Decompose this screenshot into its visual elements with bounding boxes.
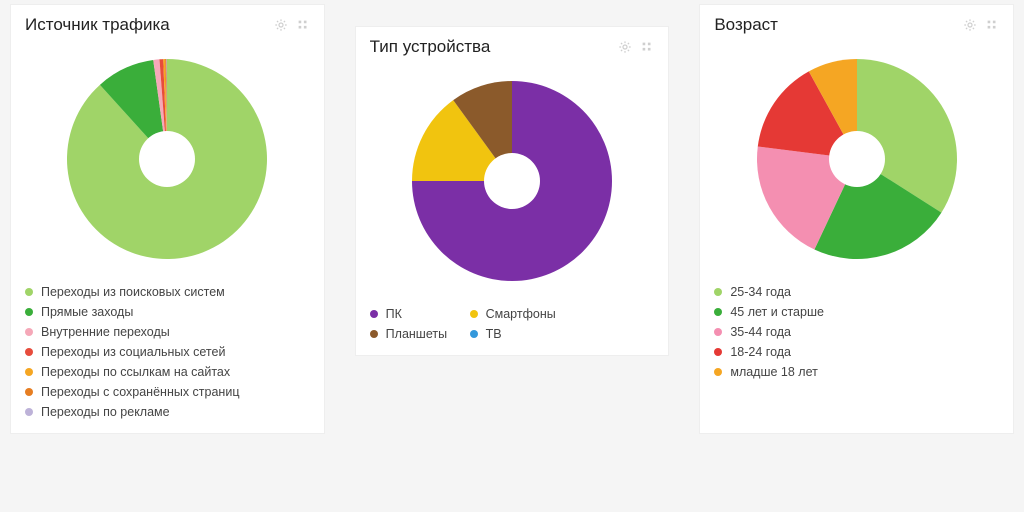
legend-swatch bbox=[370, 330, 378, 338]
donut-chart-age bbox=[714, 43, 999, 281]
legend-device: ПК Смартфоны Планшеты ТВ bbox=[370, 303, 655, 341]
legend-traffic: Переходы из поисковых систем Прямые заход… bbox=[25, 281, 310, 419]
card-header: Возраст bbox=[714, 15, 999, 35]
legend-label: Переходы с сохранённых страниц bbox=[41, 385, 239, 399]
gear-icon[interactable] bbox=[618, 40, 632, 54]
legend-swatch bbox=[25, 368, 33, 376]
legend-item[interactable]: Переходы из социальных сетей bbox=[25, 345, 310, 359]
card-title: Источник трафика bbox=[25, 15, 170, 35]
donut-chart-device bbox=[370, 65, 655, 303]
legend-item[interactable]: Переходы по ссылкам на сайтах bbox=[25, 365, 310, 379]
legend-label: Переходы из социальных сетей bbox=[41, 345, 225, 359]
legend-item[interactable]: 18-24 года bbox=[714, 345, 856, 359]
legend-swatch bbox=[25, 348, 33, 356]
donut-chart-traffic bbox=[25, 43, 310, 281]
legend-swatch bbox=[714, 328, 722, 336]
legend-swatch bbox=[370, 310, 378, 318]
legend-age: 25-34 года 45 лет и старше 35-44 года 18-24… bbox=[714, 281, 999, 379]
card-header: Тип устройства bbox=[370, 37, 655, 57]
drag-handle-icon[interactable] bbox=[985, 18, 999, 32]
legend-item[interactable]: ТВ bbox=[470, 327, 564, 341]
donut-hole bbox=[484, 153, 540, 209]
card-age: Возраст 25-34 года 45 лет и старше 35-44 г… bbox=[699, 4, 1014, 434]
drag-handle-icon[interactable] bbox=[296, 18, 310, 32]
legend-swatch bbox=[714, 368, 722, 376]
donut-hole bbox=[829, 131, 885, 187]
legend-swatch bbox=[25, 388, 33, 396]
legend-label: Внутренние переходы bbox=[41, 325, 170, 339]
card-controls bbox=[963, 18, 999, 32]
legend-label: 45 лет и старше bbox=[730, 305, 824, 319]
card-device-type: Тип устройства ПК Смартфоны Планшеты ТВ bbox=[355, 26, 670, 356]
legend-label: 35-44 года bbox=[730, 325, 791, 339]
legend-label: Прямые заходы bbox=[41, 305, 133, 319]
legend-item[interactable]: 35-44 года bbox=[714, 325, 856, 339]
card-title: Возраст bbox=[714, 15, 778, 35]
legend-swatch bbox=[25, 328, 33, 336]
legend-item[interactable]: Переходы из поисковых систем bbox=[25, 285, 310, 299]
legend-item[interactable]: Смартфоны bbox=[470, 307, 564, 321]
legend-item[interactable]: младше 18 лет bbox=[714, 365, 856, 379]
legend-label: 18-24 года bbox=[730, 345, 791, 359]
legend-item[interactable]: Планшеты bbox=[370, 327, 464, 341]
legend-item[interactable]: 25-34 года bbox=[714, 285, 856, 299]
legend-label: младше 18 лет bbox=[730, 365, 818, 379]
legend-label: ПК bbox=[386, 307, 402, 321]
drag-handle-icon[interactable] bbox=[640, 40, 654, 54]
legend-label: Переходы по ссылкам на сайтах bbox=[41, 365, 230, 379]
legend-swatch bbox=[714, 308, 722, 316]
gear-icon[interactable] bbox=[274, 18, 288, 32]
card-header: Источник трафика bbox=[25, 15, 310, 35]
legend-item[interactable]: Прямые заходы bbox=[25, 305, 310, 319]
legend-label: Переходы по рекламе bbox=[41, 405, 170, 419]
legend-label: 25-34 года bbox=[730, 285, 791, 299]
legend-item[interactable]: ПК bbox=[370, 307, 464, 321]
card-controls bbox=[618, 40, 654, 54]
card-controls bbox=[274, 18, 310, 32]
legend-label: ТВ bbox=[486, 327, 502, 341]
legend-item[interactable]: Внутренние переходы bbox=[25, 325, 310, 339]
gear-icon[interactable] bbox=[963, 18, 977, 32]
legend-swatch bbox=[714, 288, 722, 296]
legend-item[interactable]: Переходы с сохранённых страниц bbox=[25, 385, 310, 399]
legend-swatch bbox=[470, 330, 478, 338]
legend-swatch bbox=[470, 310, 478, 318]
legend-label: Переходы из поисковых систем bbox=[41, 285, 225, 299]
legend-swatch bbox=[714, 348, 722, 356]
legend-swatch bbox=[25, 408, 33, 416]
legend-label: Планшеты bbox=[386, 327, 447, 341]
legend-label: Смартфоны bbox=[486, 307, 556, 321]
legend-item[interactable]: Переходы по рекламе bbox=[25, 405, 310, 419]
legend-item[interactable]: 45 лет и старше bbox=[714, 305, 856, 319]
card-title: Тип устройства bbox=[370, 37, 491, 57]
donut-hole bbox=[139, 131, 195, 187]
legend-swatch bbox=[25, 308, 33, 316]
card-traffic-source: Источник трафика Переходы из поисковых с… bbox=[10, 4, 325, 434]
legend-swatch bbox=[25, 288, 33, 296]
